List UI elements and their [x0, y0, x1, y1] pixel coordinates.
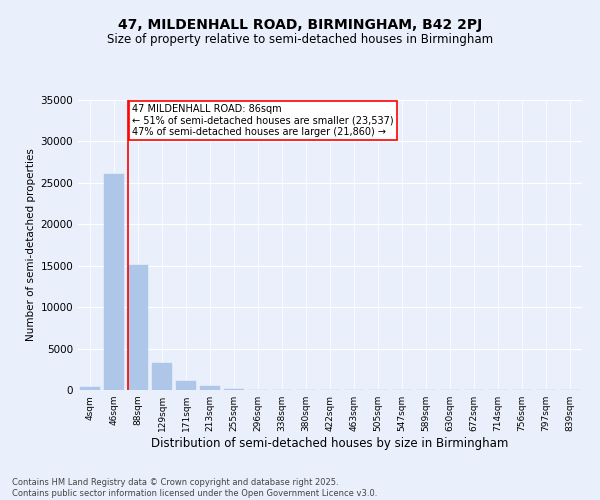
- Text: Contains HM Land Registry data © Crown copyright and database right 2025.
Contai: Contains HM Land Registry data © Crown c…: [12, 478, 377, 498]
- Bar: [128, 265, 148, 390]
- Bar: [152, 362, 172, 390]
- Bar: [224, 389, 244, 390]
- Bar: [104, 174, 124, 390]
- X-axis label: Distribution of semi-detached houses by size in Birmingham: Distribution of semi-detached houses by …: [151, 437, 509, 450]
- Text: Size of property relative to semi-detached houses in Birmingham: Size of property relative to semi-detach…: [107, 32, 493, 46]
- Text: 47 MILDENHALL ROAD: 86sqm
← 51% of semi-detached houses are smaller (23,537)
47%: 47 MILDENHALL ROAD: 86sqm ← 51% of semi-…: [132, 104, 394, 138]
- Y-axis label: Number of semi-detached properties: Number of semi-detached properties: [26, 148, 36, 342]
- Bar: [176, 382, 196, 390]
- Bar: [200, 386, 220, 390]
- Text: 47, MILDENHALL ROAD, BIRMINGHAM, B42 2PJ: 47, MILDENHALL ROAD, BIRMINGHAM, B42 2PJ: [118, 18, 482, 32]
- Bar: [80, 387, 100, 390]
